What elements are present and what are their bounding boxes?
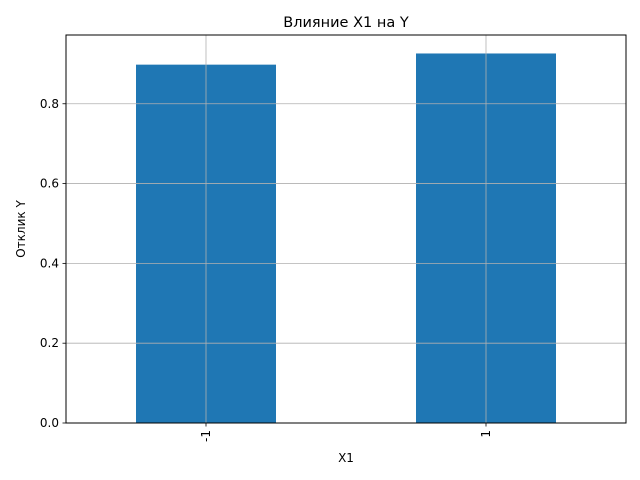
y-tick-label-1: 0.2 <box>40 336 59 350</box>
y-axis-ticks: 0.0 0.2 0.4 0.6 0.8 <box>40 97 66 430</box>
x-axis-label: X1 <box>338 451 354 465</box>
y-tick-label-3: 0.6 <box>40 177 59 191</box>
y-tick-label-2: 0.4 <box>40 256 59 270</box>
y-axis-label: Отклик Y <box>14 200 28 258</box>
x-tick-label-1: 1 <box>479 430 493 438</box>
plot-frame <box>65 34 627 424</box>
x-tick-label-0: -1 <box>199 430 213 442</box>
chart-title: Влияние X1 на Y <box>283 15 409 31</box>
x-axis-ticks: -1 1 <box>199 423 493 442</box>
y-tick-label-4: 0.8 <box>40 97 59 111</box>
y-tick-label-0: 0.0 <box>40 416 59 430</box>
